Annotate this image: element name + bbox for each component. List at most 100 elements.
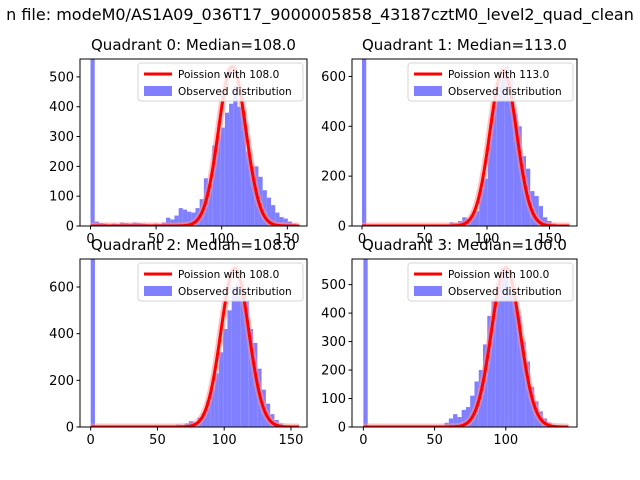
x-tick-label: 100 [475,232,500,247]
x-tick-label: 0 [86,232,94,247]
histogram-bar [241,111,246,226]
histogram-bar [504,267,509,427]
histogram-bar [214,373,219,427]
x-tick-label: 150 [279,433,304,448]
y-tick-label: 100 [49,190,74,205]
x-tick-label: 150 [537,232,562,247]
histogram-bar [233,85,238,226]
y-tick-label: 0 [338,220,346,235]
histogram-bar [283,218,288,226]
y-tick-label: 200 [49,374,74,389]
axes-frame [79,258,308,428]
histogram-bar [208,184,213,226]
histogram-bar [508,293,513,427]
legend-hist-label: Observed distribution [178,86,292,98]
panel-1: 0 50 100 150 0 200 400 600 Quadrant 1: Median=11… [321,36,578,247]
histogram-bar [227,310,232,427]
histogram-bar [487,315,492,427]
histogram-bar [465,407,471,427]
histogram-bar [218,352,224,427]
histogram-bar [244,301,249,427]
y-tick-label: 500 [49,70,74,85]
histogram-bar [483,178,488,226]
legend: Poission with 100.0 Observed distribution [407,262,574,302]
y-tick-label: 500 [321,278,346,293]
y-tick-label: 600 [49,281,74,296]
figure-suptitle: n file: modeM0/AS1A09_036T17_9000005858_… [6,5,634,25]
y-tick-label: 0 [338,421,346,436]
histogram-bar [182,209,188,226]
y-tick-label: 300 [49,130,74,145]
histogram-bar [492,106,497,226]
legend-fit-label: Poission with 108.0 [178,69,279,81]
histogram-bar [362,59,367,226]
histogram-bar [496,86,501,226]
y-tick-label: 400 [49,100,74,115]
axes-frame [351,58,578,227]
histogram-bar [448,418,454,427]
panel-0: 0 50 100 150 0 100 200 300 400 500 Quadrant 0: Med… [49,36,308,247]
legend-fit-label: Poission with 108.0 [178,269,279,281]
x-tick-label: 100 [212,433,237,448]
histogram-bar [517,126,522,226]
histogram-bar [229,103,234,226]
y-tick-label: 100 [321,392,346,407]
histogram-bar [363,259,368,427]
legend-frame [407,62,574,102]
histogram-bar [487,138,492,226]
panel-title: Quadrant 3: Median=100.0 [362,236,567,254]
legend-hist-swatch [144,286,172,296]
y-tick-label: 200 [49,160,74,175]
axes-frame [79,58,308,227]
y-tick-label: 600 [321,70,346,85]
y-tick-label: 200 [321,170,346,185]
y-tick-label: 300 [321,335,346,350]
histogram-bar [275,212,280,226]
histogram-bar [495,284,501,427]
histogram-bar [240,289,245,427]
histogram-bar [90,259,95,427]
legend-hist-label: Observed distribution [448,86,562,98]
plot-area [362,259,570,427]
axes-frame [351,258,578,428]
histogram-bar [512,296,518,427]
histogram-bar [461,409,466,427]
legend: Poission with 113.0 Observed distribution [407,62,574,102]
fit-curve [362,266,570,427]
plot-area [89,59,301,226]
legend-frame [407,262,574,302]
x-tick-label: 50 [148,232,165,247]
x-tick-label: 0 [87,433,95,448]
histogram-bar [457,417,462,427]
histogram-bar [262,190,267,226]
x-tick-label: 50 [416,232,433,247]
histogram-bar [475,211,480,226]
histogram-bar [479,188,484,226]
histogram-bar [534,196,539,226]
histogram-bar [517,315,522,427]
histogram-bar [174,215,179,226]
histogram-bar [453,414,458,427]
x-tick-label: 50 [149,433,166,448]
histogram-bar [250,166,255,226]
legend-hist-swatch [144,86,172,96]
legend-hist-label: Observed distribution [178,286,292,298]
panel-title: Quadrant 1: Median=113.0 [362,36,567,54]
y-tick-label: 0 [66,421,74,436]
histogram-bar [500,267,505,427]
y-tick-label: 0 [66,220,74,235]
histogram-bar [245,151,251,226]
plot-area [361,59,571,226]
x-tick-label: 150 [275,232,300,247]
histogram-bar [509,78,514,226]
legend-hist-label: Observed distribution [448,286,562,298]
histogram-bar [500,76,505,226]
legend-fit-label: Poission with 100.0 [448,269,549,281]
panel-title: Quadrant 2: Median=108.0 [91,236,296,254]
histogram-bar [206,401,211,427]
histogram-bar [279,217,284,226]
y-tick-label: 400 [321,307,346,322]
y-tick-label: 200 [321,364,346,379]
